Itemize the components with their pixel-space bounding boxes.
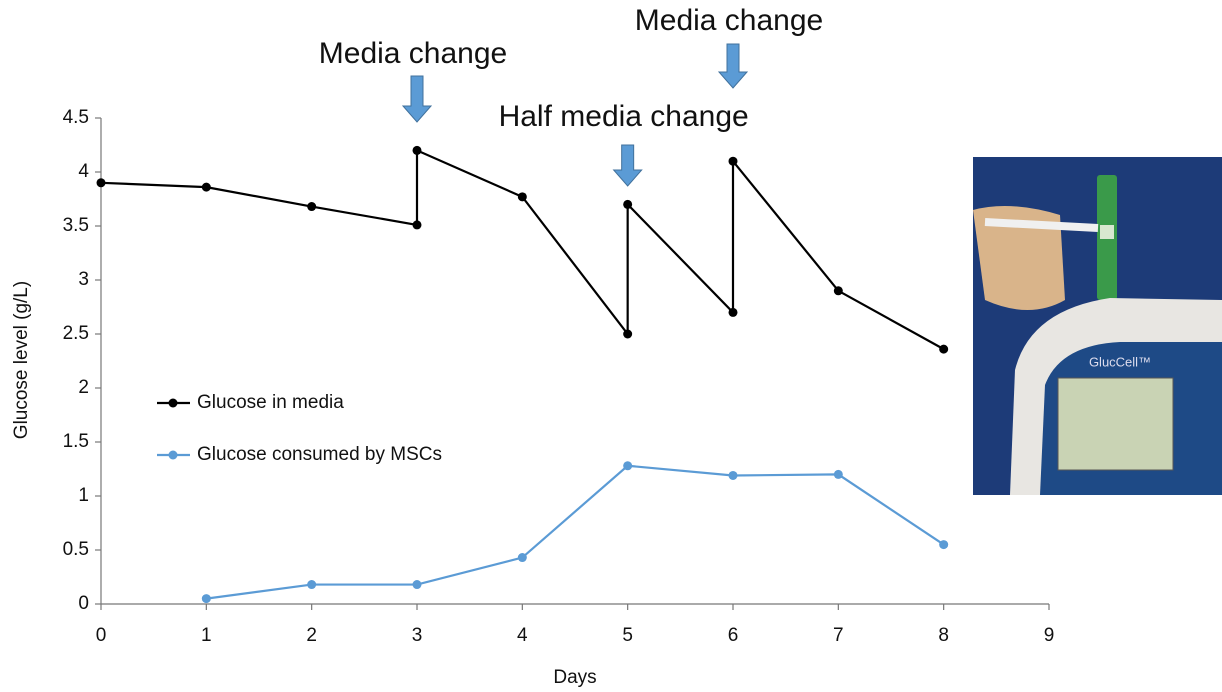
annotation: Half media change (499, 100, 749, 133)
data-point (939, 344, 949, 354)
data-point (833, 286, 843, 296)
annotation: Media change (635, 4, 823, 37)
meter-screen (1057, 377, 1174, 471)
y-tick-label: 3.5 (63, 215, 89, 236)
x-tick-label: 5 (622, 625, 633, 646)
annotation: Media change (319, 37, 507, 70)
data-point (623, 329, 633, 339)
series-line (100, 148, 945, 351)
data-point (728, 156, 738, 166)
y-tick-label: 1 (78, 485, 89, 506)
x-axis-label: Days (553, 667, 596, 688)
series-line (206, 464, 945, 600)
x-tick-label: 4 (517, 625, 528, 646)
x-tick-label: 8 (938, 625, 949, 646)
y-tick-label: 1.5 (63, 431, 89, 452)
test-strip-window (1100, 225, 1114, 239)
data-point (412, 220, 422, 230)
data-point (517, 192, 527, 202)
annotation-arrow (401, 75, 433, 123)
data-point (307, 202, 317, 212)
finger (973, 206, 1065, 310)
y-tick-label: 0.5 (63, 539, 89, 560)
y-tick-label: 2.5 (63, 323, 89, 344)
legend-label: Glucose consumed by MSCs (197, 444, 442, 465)
data-point (833, 469, 843, 479)
legend-label: Glucose in media (197, 392, 344, 413)
x-tick-label: 2 (306, 625, 317, 646)
data-point (623, 461, 633, 471)
x-tick-label: 7 (833, 625, 844, 646)
photo-label: GlucCell™ (1089, 354, 1151, 369)
x-tick-label: 0 (96, 625, 107, 646)
data-point (412, 145, 422, 155)
y-axis-label: Glucose level (g/L) (11, 281, 32, 439)
y-tick-label: 0 (78, 593, 89, 614)
data-point (96, 178, 106, 188)
photo: GlucCell™ (973, 157, 1222, 495)
annotation-arrow (612, 144, 643, 187)
data-point (201, 182, 211, 192)
legend-marker (168, 398, 178, 408)
data-point (201, 594, 211, 604)
y-tick-label: 2 (78, 377, 89, 398)
data-point (728, 470, 738, 480)
x-tick-label: 9 (1044, 625, 1055, 646)
data-point (517, 553, 527, 563)
data-point (623, 199, 633, 209)
data-point (307, 580, 317, 590)
pipette (984, 218, 1099, 232)
y-tick-label: 4 (78, 161, 89, 182)
data-point (939, 540, 949, 550)
annotation-arrow (717, 43, 749, 89)
data-point (728, 307, 738, 317)
x-tick-label: 1 (201, 625, 212, 646)
y-tick-label: 3 (78, 269, 89, 290)
data-point (412, 580, 422, 590)
x-tick-label: 3 (412, 625, 423, 646)
legend-marker (168, 450, 178, 460)
x-tick-label: 6 (728, 625, 739, 646)
y-tick-label: 4.5 (63, 107, 89, 128)
